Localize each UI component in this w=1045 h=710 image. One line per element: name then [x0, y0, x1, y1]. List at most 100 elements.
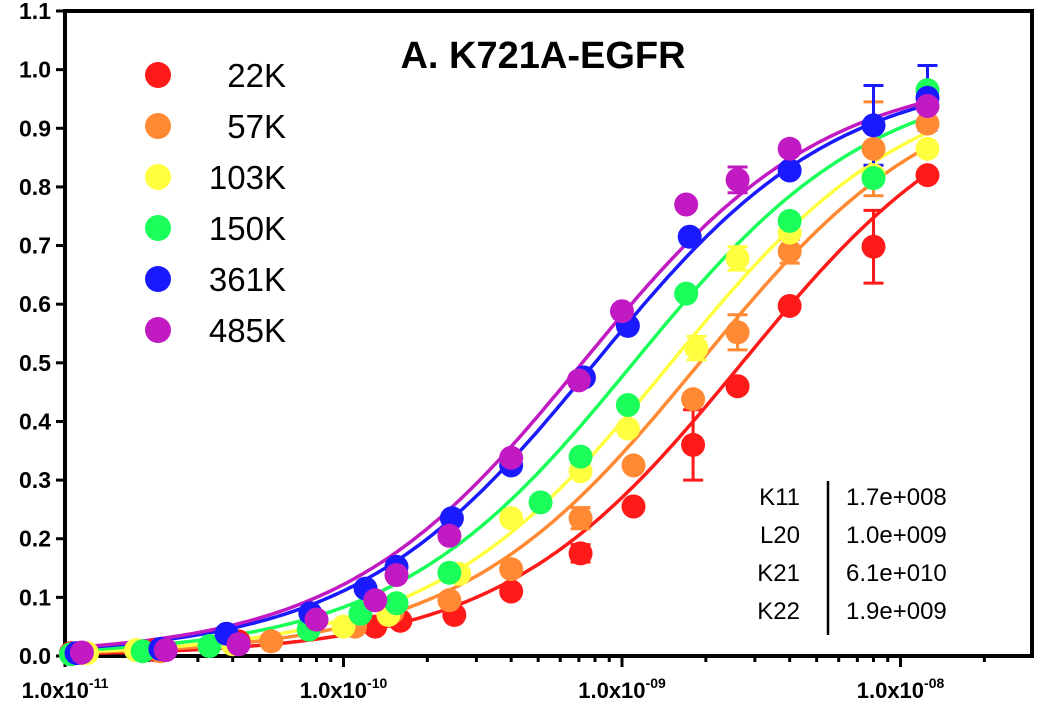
data-point-103K	[331, 614, 356, 639]
x-tick-base: 1.0x10	[300, 678, 367, 703]
parameter-table: K11 1.7e+008 L20 1.0e+009 K21 6.1e+010 K22 1.9e…	[757, 481, 947, 635]
x-tick-exponent: -11	[89, 675, 109, 691]
data-point-150K	[197, 634, 222, 659]
data-point-22K	[725, 374, 750, 399]
x-tick-exponent: -10	[367, 675, 387, 691]
data-point-57K	[725, 320, 750, 345]
data-point-150K	[528, 490, 553, 515]
legend-marker-22K	[145, 62, 171, 88]
plot-frame	[63, 9, 1034, 658]
data-point-485K	[437, 523, 462, 548]
y-tick-label: 0.7	[19, 233, 51, 259]
data-point-485K	[363, 588, 388, 613]
legend-label-361K: 361K	[209, 261, 286, 298]
x-tick-exponent: -09	[646, 675, 666, 691]
y-tick-label: 0.2	[19, 526, 51, 552]
y-tick-label: 0.4	[19, 408, 51, 434]
x-tick-label: 1.0x10-11	[22, 675, 109, 703]
legend-marker-150K	[145, 215, 171, 241]
data-point-57K	[259, 629, 284, 654]
data-point-57K	[437, 588, 462, 613]
data-points	[58, 78, 940, 667]
x-tick-base: 1.0x10	[857, 678, 924, 703]
data-point-22K	[499, 579, 524, 604]
y-axis: 0.0 0.1 0.2 0.3 0.4 0.5 0.6 0.7 0.8 0.9 1.0 1.1	[19, 0, 65, 669]
data-point-485K	[725, 167, 750, 192]
data-point-57K	[568, 506, 593, 531]
parameter-value: 1.9e+009	[846, 598, 947, 625]
data-point-150K	[861, 166, 886, 191]
data-point-150K	[615, 393, 640, 418]
data-point-485K	[566, 368, 591, 393]
data-point-485K	[153, 638, 178, 663]
data-point-22K	[777, 293, 802, 318]
y-tick-label: 0.0	[19, 643, 51, 669]
data-point-57K	[499, 557, 524, 582]
data-point-22K	[861, 234, 886, 259]
data-point-485K	[915, 93, 940, 118]
data-point-485K	[777, 136, 802, 161]
data-point-485K	[384, 563, 409, 588]
x-tick-label: 1.0x10-08	[857, 675, 945, 703]
y-tick-label: 0.3	[19, 467, 51, 493]
y-tick-label: 0.9	[19, 115, 51, 141]
data-point-150K	[777, 208, 802, 233]
legend-marker-57K	[145, 113, 171, 139]
legend-label-485K: 485K	[209, 312, 286, 349]
data-point-103K	[915, 136, 940, 161]
legend-marker-103K	[145, 164, 171, 190]
data-point-22K	[681, 432, 706, 457]
x-axis: 1.0x10-11 1.0x10-10 1.0x10-09 1.0x10-08	[22, 656, 986, 703]
legend-label-150K: 150K	[209, 210, 286, 247]
data-point-485K	[610, 299, 634, 324]
parameter-name: K22	[757, 598, 800, 625]
parameter-name: K21	[757, 560, 800, 587]
data-point-485K	[304, 607, 329, 632]
data-point-361K	[439, 506, 464, 531]
legend-label-22K: 22K	[227, 57, 286, 94]
data-point-361K	[861, 113, 886, 138]
y-tick-label: 0.8	[19, 174, 51, 200]
data-point-103K	[499, 506, 524, 531]
data-point-57K	[861, 136, 886, 161]
x-tick-base: 1.0x10	[22, 678, 89, 703]
data-point-103K	[684, 336, 709, 361]
data-point-150K	[384, 591, 409, 616]
data-point-150K	[130, 639, 155, 664]
data-point-103K	[725, 246, 750, 271]
x-tick-exponent: -08	[924, 675, 944, 691]
data-point-57K	[777, 239, 802, 264]
x-tick-label: 1.0x10-10	[300, 675, 388, 703]
chart-title: A. K721A-EGFR	[400, 35, 685, 77]
data-point-57K	[621, 453, 646, 478]
parameter-value: 1.0e+009	[846, 522, 947, 549]
data-point-485K	[69, 640, 94, 665]
y-tick-label: 1.1	[19, 0, 51, 24]
parameter-value: 6.1e+010	[846, 560, 947, 587]
data-point-22K	[621, 494, 646, 519]
parameter-name: K11	[759, 484, 800, 511]
legend: 22K 57K 103K 150K 361K 485K	[145, 57, 286, 349]
parameter-value: 1.7e+008	[846, 484, 947, 511]
parameter-name: L20	[760, 522, 800, 549]
data-point-22K	[915, 163, 940, 188]
data-point-150K	[674, 281, 699, 306]
legend-marker-361K	[145, 266, 171, 292]
data-point-57K	[915, 111, 940, 136]
legend-label-103K: 103K	[209, 159, 286, 196]
y-tick-label: 0.6	[19, 291, 51, 317]
x-tick-base: 1.0x10	[578, 678, 645, 703]
data-point-485K	[674, 192, 699, 217]
data-point-361K	[677, 224, 702, 249]
data-point-22K	[568, 541, 593, 566]
y-tick-label: 0.5	[19, 350, 51, 376]
data-point-485K	[499, 445, 524, 470]
x-tick-label: 1.0x10-09	[578, 675, 666, 703]
legend-label-57K: 57K	[227, 108, 286, 145]
y-tick-label: 0.1	[19, 584, 51, 610]
data-point-485K	[226, 632, 251, 657]
data-point-150K	[437, 560, 462, 585]
y-tick-label: 1.0	[19, 57, 51, 83]
data-point-361K	[777, 158, 802, 183]
